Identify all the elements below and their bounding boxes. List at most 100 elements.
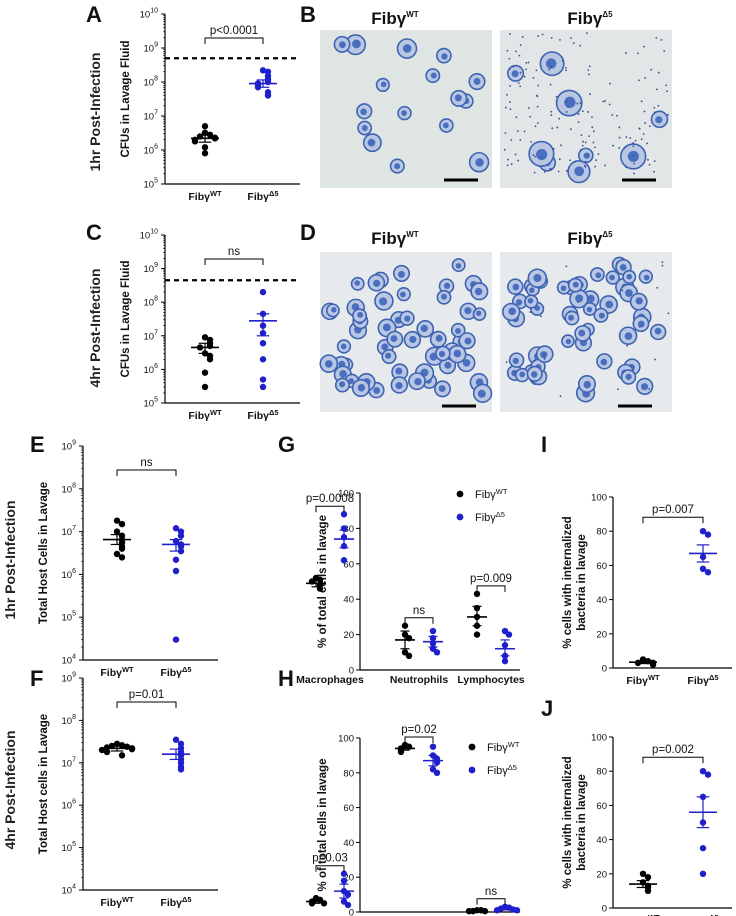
- chart-e-y-axis-label: Total Host Cells in Lavage: [38, 482, 50, 624]
- chart-g: 0 20 40 60 80 100 % of total cells in lavage Ma…: [296, 487, 525, 686]
- chart-h-data-point: [344, 901, 352, 909]
- chart-e-data-point: [177, 532, 185, 539]
- bacteria-dot: [565, 67, 567, 69]
- chart-e-data-point: [172, 636, 180, 643]
- chart-i-data-point: [699, 528, 707, 535]
- bacteria-dot: [648, 163, 651, 166]
- bacteria-dot: [611, 114, 614, 116]
- chart-i-y-tick-label: 80: [596, 527, 607, 538]
- bacteria-dot: [540, 156, 543, 159]
- chart-g-legend-label: FibγΔ5: [475, 510, 505, 524]
- chart-e-data-point: [113, 528, 121, 535]
- micrograph-d: FibγWT FibγΔ5: [319, 229, 672, 412]
- bacteria-dot: [624, 146, 627, 149]
- chart-c-significance-bracket: [204, 258, 264, 265]
- bacteria-dot: [653, 111, 656, 114]
- bacteria-dot: [533, 359, 536, 362]
- stained-cell-nucleus: [572, 281, 579, 288]
- stained-cell-nucleus: [641, 383, 649, 391]
- chart-g-y-tick-label: 100: [338, 489, 354, 500]
- bacteria-dot: [626, 344, 629, 347]
- bacteria-dot: [565, 100, 568, 102]
- bacteria-dot: [509, 85, 511, 87]
- bacteria-dot: [661, 264, 664, 267]
- bacteria-dot: [523, 130, 526, 133]
- stained-cell-nucleus: [560, 285, 567, 292]
- bacteria-dot: [657, 71, 660, 74]
- chart-g-legend-marker: [456, 513, 464, 521]
- stained-cell-nucleus: [583, 152, 590, 159]
- bacteria-dot: [604, 164, 606, 167]
- bacteria-dot: [584, 141, 587, 144]
- bacteria-dot: [532, 76, 535, 79]
- chart-g-data-point: [505, 631, 513, 638]
- bacteria-dot: [537, 35, 540, 38]
- chart-f-data-point: [118, 742, 126, 749]
- bacteria-dot: [508, 101, 511, 104]
- stained-cell-nucleus: [564, 96, 576, 109]
- micrograph-d-left-title: FibγWT: [371, 229, 419, 248]
- chart-j-data-point: [699, 844, 707, 852]
- bacteria-dot: [663, 50, 666, 52]
- bacteria-dot: [612, 144, 614, 147]
- chart-h-data-point: [340, 870, 348, 877]
- chart-i-data-point: [704, 531, 712, 538]
- stained-cell-nucleus: [438, 350, 446, 358]
- chart-f-category-d5: FibγΔ5: [160, 895, 191, 909]
- chart-f-y-axis-label: Total Host cells in Lavage: [38, 714, 50, 854]
- bacteria-dot: [527, 107, 530, 110]
- bacteria-dot: [519, 44, 522, 46]
- stained-cell-nucleus: [643, 274, 650, 281]
- stained-cell-nucleus: [397, 270, 405, 278]
- bacteria-dot: [550, 37, 553, 39]
- bacteria-dot: [505, 93, 508, 96]
- stained-cell-nucleus: [395, 382, 403, 390]
- chart-h-significance-bracket: [315, 865, 345, 872]
- bacteria-dot: [510, 163, 513, 166]
- chart-h-y-tick-label: 60: [343, 803, 354, 814]
- chart-a-data-point: [259, 67, 267, 74]
- chart-i-y-tick-label: 20: [596, 629, 607, 640]
- stained-cell-nucleus: [605, 300, 614, 309]
- bacteria-dot: [533, 171, 536, 174]
- chart-h-y-tick-label: 0: [349, 908, 354, 916]
- chart-a-significance-bracket: [204, 37, 264, 44]
- bacteria-dot: [506, 49, 509, 52]
- bacteria-dot: [648, 125, 651, 128]
- bacteria-dot: [532, 153, 535, 156]
- stained-cell-nucleus: [512, 357, 519, 365]
- chart-j-y-tick-label: 0: [602, 904, 607, 915]
- bacteria-dot: [597, 153, 600, 156]
- chart-j-significance-bracket: [642, 756, 704, 764]
- chart-a-y-tick-label: 107: [144, 110, 159, 123]
- bacteria-dot: [577, 121, 580, 124]
- bacteria-dot: [565, 111, 568, 113]
- bacteria-dot: [509, 108, 512, 111]
- chart-g-significance-bracket: [476, 585, 506, 592]
- bacteria-dot: [536, 95, 539, 98]
- stained-cell-nucleus: [600, 358, 608, 366]
- chart-j-y-tick-label: 100: [591, 733, 607, 744]
- bacteria-dot: [646, 142, 648, 145]
- stained-cell-nucleus: [536, 149, 548, 161]
- chart-a-data-point: [264, 92, 272, 99]
- chart-h-significance-bracket: [404, 736, 434, 743]
- chart-h-y-tick-label: 100: [338, 734, 354, 745]
- chart-f-y-tick-label: 107: [62, 756, 77, 769]
- bacteria-dot: [508, 57, 511, 60]
- chart-e-data-point: [118, 520, 126, 528]
- stained-cell-nucleus: [512, 283, 520, 291]
- chart-c-y-tick-label: 109: [144, 262, 159, 275]
- chart-i-category-wt: FibγWT: [626, 673, 660, 687]
- stained-cell-nucleus: [402, 44, 412, 53]
- chart-a-data-point: [191, 138, 199, 145]
- bacteria-dot: [667, 312, 670, 315]
- bacteria-dot: [555, 95, 558, 98]
- chart-j: 0 20 40 60 80 100 % cells with internalized bac…: [562, 733, 732, 916]
- bacteria-dot: [653, 160, 656, 163]
- chart-c-data-point: [259, 356, 267, 363]
- stained-cell-nucleus: [441, 53, 448, 60]
- bacteria-dot: [534, 354, 537, 356]
- chart-e-y-tick-label: 104: [62, 654, 77, 667]
